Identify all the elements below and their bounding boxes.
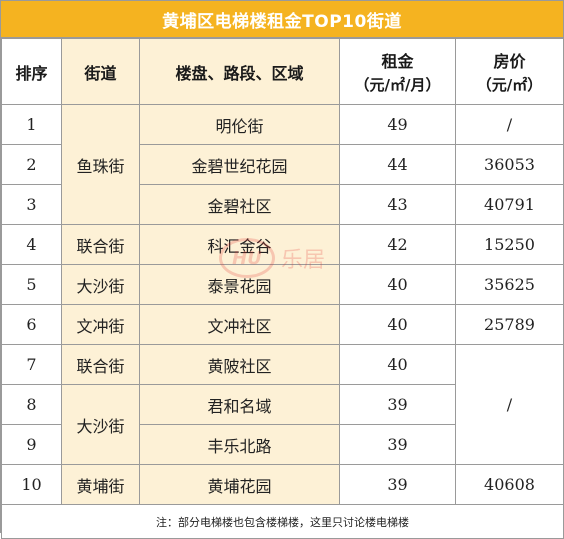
rank-cell: 1 bbox=[1, 104, 62, 145]
header-row: 排序 街道 楼盘、路段、区域 租金 （元/㎡/月） 房价 （元/㎡） bbox=[1, 38, 564, 105]
header-price: 房价 （元/㎡） bbox=[455, 38, 564, 105]
price-cell: 35625 bbox=[455, 264, 564, 305]
header-rent-label: 租金 bbox=[381, 52, 414, 71]
street-cell: 联合街 bbox=[61, 224, 140, 265]
rent-ranking-table: 排序 街道 楼盘、路段、区域 租金 （元/㎡/月） 房价 （元/㎡） 1 鱼珠街… bbox=[1, 38, 564, 539]
table-row: 2 金碧世纪花园 44 36053 bbox=[1, 144, 564, 185]
street-cell: 文冲街 bbox=[61, 304, 140, 345]
property-cell: 君和名域 bbox=[139, 384, 340, 425]
table-row: 4 联合街 科汇金谷 42 15250 bbox=[1, 224, 564, 265]
header-price-label: 房价 bbox=[493, 52, 526, 71]
property-cell: 科汇金谷 bbox=[139, 224, 340, 265]
rent-cell: 44 bbox=[339, 144, 456, 185]
property-cell: 黄埔花园 bbox=[139, 464, 340, 505]
rank-cell: 6 bbox=[1, 304, 62, 345]
table-row: 9 丰乐北路 39 bbox=[1, 424, 564, 465]
rent-cell: 40 bbox=[339, 304, 456, 345]
rank-cell: 9 bbox=[1, 424, 62, 465]
table-row: 7 联合街 黄陂社区 40 / bbox=[1, 344, 564, 465]
street-cell: 鱼珠街 bbox=[61, 104, 140, 225]
property-cell: 金碧社区 bbox=[139, 184, 340, 225]
rent-cell: 49 bbox=[339, 104, 456, 145]
footnote: 注：部分电梯楼也包含楼梯楼，这里只讨论楼电梯楼 bbox=[1, 504, 564, 539]
rank-cell: 4 bbox=[1, 224, 62, 265]
property-cell: 金碧世纪花园 bbox=[139, 144, 340, 185]
table-row: 6 文冲街 文冲社区 40 25789 bbox=[1, 304, 564, 345]
rent-cell: 43 bbox=[339, 184, 456, 225]
header-price-unit: （元/㎡） bbox=[476, 76, 543, 94]
header-rent: 租金 （元/㎡/月） bbox=[339, 38, 456, 105]
street-cell: 黄埔街 bbox=[61, 464, 140, 505]
rank-cell: 7 bbox=[1, 344, 62, 385]
price-cell: / bbox=[455, 104, 564, 145]
rank-cell: 3 bbox=[1, 184, 62, 225]
price-cell: 25789 bbox=[455, 304, 564, 345]
rent-cell: 39 bbox=[339, 384, 456, 425]
note-row: 注：部分电梯楼也包含楼梯楼，这里只讨论楼电梯楼 bbox=[1, 504, 564, 539]
price-cell: / bbox=[455, 344, 564, 465]
property-cell: 明伦街 bbox=[139, 104, 340, 145]
table-row: 1 鱼珠街 明伦街 49 / bbox=[1, 104, 564, 225]
rent-cell: 40 bbox=[339, 264, 456, 305]
price-cell: 15250 bbox=[455, 224, 564, 265]
header-rent-unit: （元/㎡/月） bbox=[354, 76, 441, 94]
price-cell: 36053 bbox=[455, 144, 564, 185]
property-cell: 文冲社区 bbox=[139, 304, 340, 345]
property-cell: 丰乐北路 bbox=[139, 424, 340, 465]
header-property: 楼盘、路段、区域 bbox=[139, 38, 340, 105]
rent-cell: 39 bbox=[339, 424, 456, 465]
rank-cell: 8 bbox=[1, 384, 62, 425]
property-cell: 泰景花园 bbox=[139, 264, 340, 305]
rent-cell: 39 bbox=[339, 464, 456, 505]
table-row: 5 大沙街 泰景花园 40 35625 bbox=[1, 264, 564, 305]
table-row: 10 黄埔街 黄埔花园 39 40608 bbox=[1, 464, 564, 505]
table-title: 黄埔区电梯楼租金TOP10街道 bbox=[1, 1, 563, 38]
table-row: 8 大沙街 君和名域 39 bbox=[1, 384, 564, 465]
street-cell: 联合街 bbox=[61, 344, 140, 385]
rank-cell: 5 bbox=[1, 264, 62, 305]
price-cell: 40791 bbox=[455, 184, 564, 225]
rent-cell: 42 bbox=[339, 224, 456, 265]
rent-cell: 40 bbox=[339, 344, 456, 385]
street-cell: 大沙街 bbox=[61, 384, 140, 465]
rank-cell: 2 bbox=[1, 144, 62, 185]
header-rank: 排序 bbox=[1, 38, 62, 105]
property-cell: 黄陂社区 bbox=[139, 344, 340, 385]
header-street: 街道 bbox=[61, 38, 140, 105]
price-cell: 40608 bbox=[455, 464, 564, 505]
street-cell: 大沙街 bbox=[61, 264, 140, 305]
rank-cell: 10 bbox=[1, 464, 62, 505]
table-row: 3 金碧社区 43 40791 bbox=[1, 184, 564, 225]
